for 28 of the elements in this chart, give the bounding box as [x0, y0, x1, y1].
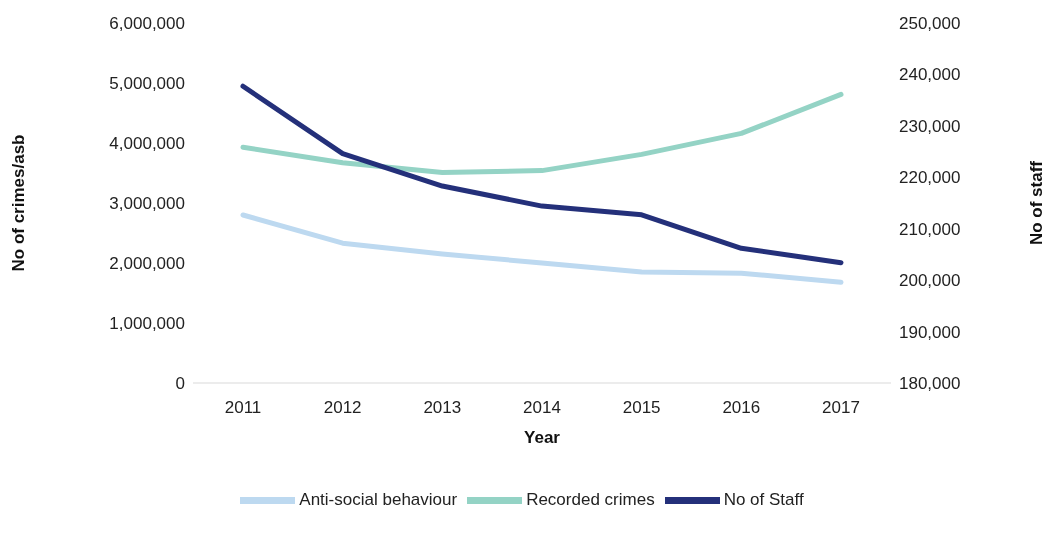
- x-tick-label: 2011: [224, 398, 262, 418]
- x-tick-label: 2012: [323, 398, 362, 418]
- y2-tick-label: 200,000: [899, 271, 961, 291]
- legend-label: No of Staff: [723, 489, 804, 509]
- legend-label: Anti-social behaviour: [299, 489, 458, 509]
- y-tick-label: 4,000,000: [109, 134, 185, 154]
- x-axis-title: Year: [524, 428, 561, 447]
- y-tick-label: 2,000,000: [109, 254, 185, 274]
- y2-tick-label: 250,000: [899, 14, 961, 34]
- y2-tick-label: 210,000: [899, 219, 961, 239]
- y2-tick-label: 180,000: [899, 374, 961, 394]
- y2-tick-label: 230,000: [899, 116, 961, 136]
- x-tick-label: 2016: [722, 398, 761, 418]
- x-tick-label: 2013: [423, 398, 462, 418]
- x-tick-label: 2015: [622, 398, 661, 418]
- y-tick-label: 3,000,000: [109, 194, 185, 214]
- y-tick-label: 1,000,000: [109, 314, 185, 334]
- y-tick-label: 6,000,000: [109, 14, 185, 34]
- y2-tick-label: 240,000: [899, 65, 961, 85]
- y2-tick-label: 190,000: [899, 322, 961, 342]
- y-axis-title: No of crimes/asb: [9, 134, 29, 272]
- legend-label: Recorded crimes: [526, 489, 655, 509]
- y-tick-label: 5,000,000: [109, 74, 185, 94]
- y-tick-label: 0: [175, 374, 185, 394]
- y2-axis-title: No of staff: [1027, 160, 1047, 246]
- y2-tick-label: 220,000: [899, 168, 961, 188]
- x-tick-label: 2017: [822, 398, 860, 418]
- x-tick-label: 2014: [523, 398, 561, 418]
